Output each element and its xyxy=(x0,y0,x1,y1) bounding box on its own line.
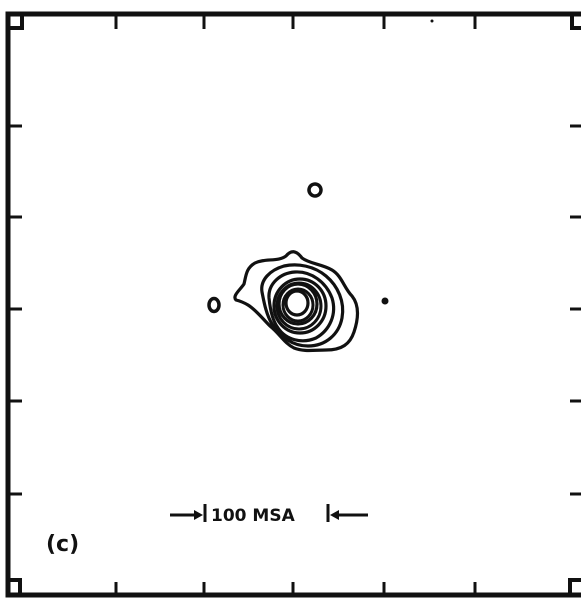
scale-bar: 100 MSA xyxy=(170,504,368,526)
frame-corners xyxy=(8,14,581,595)
right-ticks xyxy=(570,124,581,496)
contour-level-1 xyxy=(233,250,360,353)
top-ticks xyxy=(114,14,477,29)
isolated-contour-left xyxy=(207,296,221,314)
left-ticks xyxy=(8,124,22,496)
contour-level-4 xyxy=(272,277,328,335)
scale-bar-left-arrowhead xyxy=(194,510,203,520)
source-contours xyxy=(233,250,360,353)
ink-speck xyxy=(430,19,434,23)
panel-label: (c) xyxy=(46,532,79,557)
contour-core-shading xyxy=(275,281,323,331)
isolated-dot-right xyxy=(381,297,389,305)
scale-bar-label: 100 MSA xyxy=(211,506,296,526)
contour-level-6 xyxy=(284,289,310,317)
contour-level-3 xyxy=(267,270,336,343)
scale-bar-right-arrowhead xyxy=(330,510,339,520)
contour-level-2 xyxy=(260,263,345,348)
bottom-ticks xyxy=(114,582,477,595)
isolated-contour-top xyxy=(307,182,323,198)
